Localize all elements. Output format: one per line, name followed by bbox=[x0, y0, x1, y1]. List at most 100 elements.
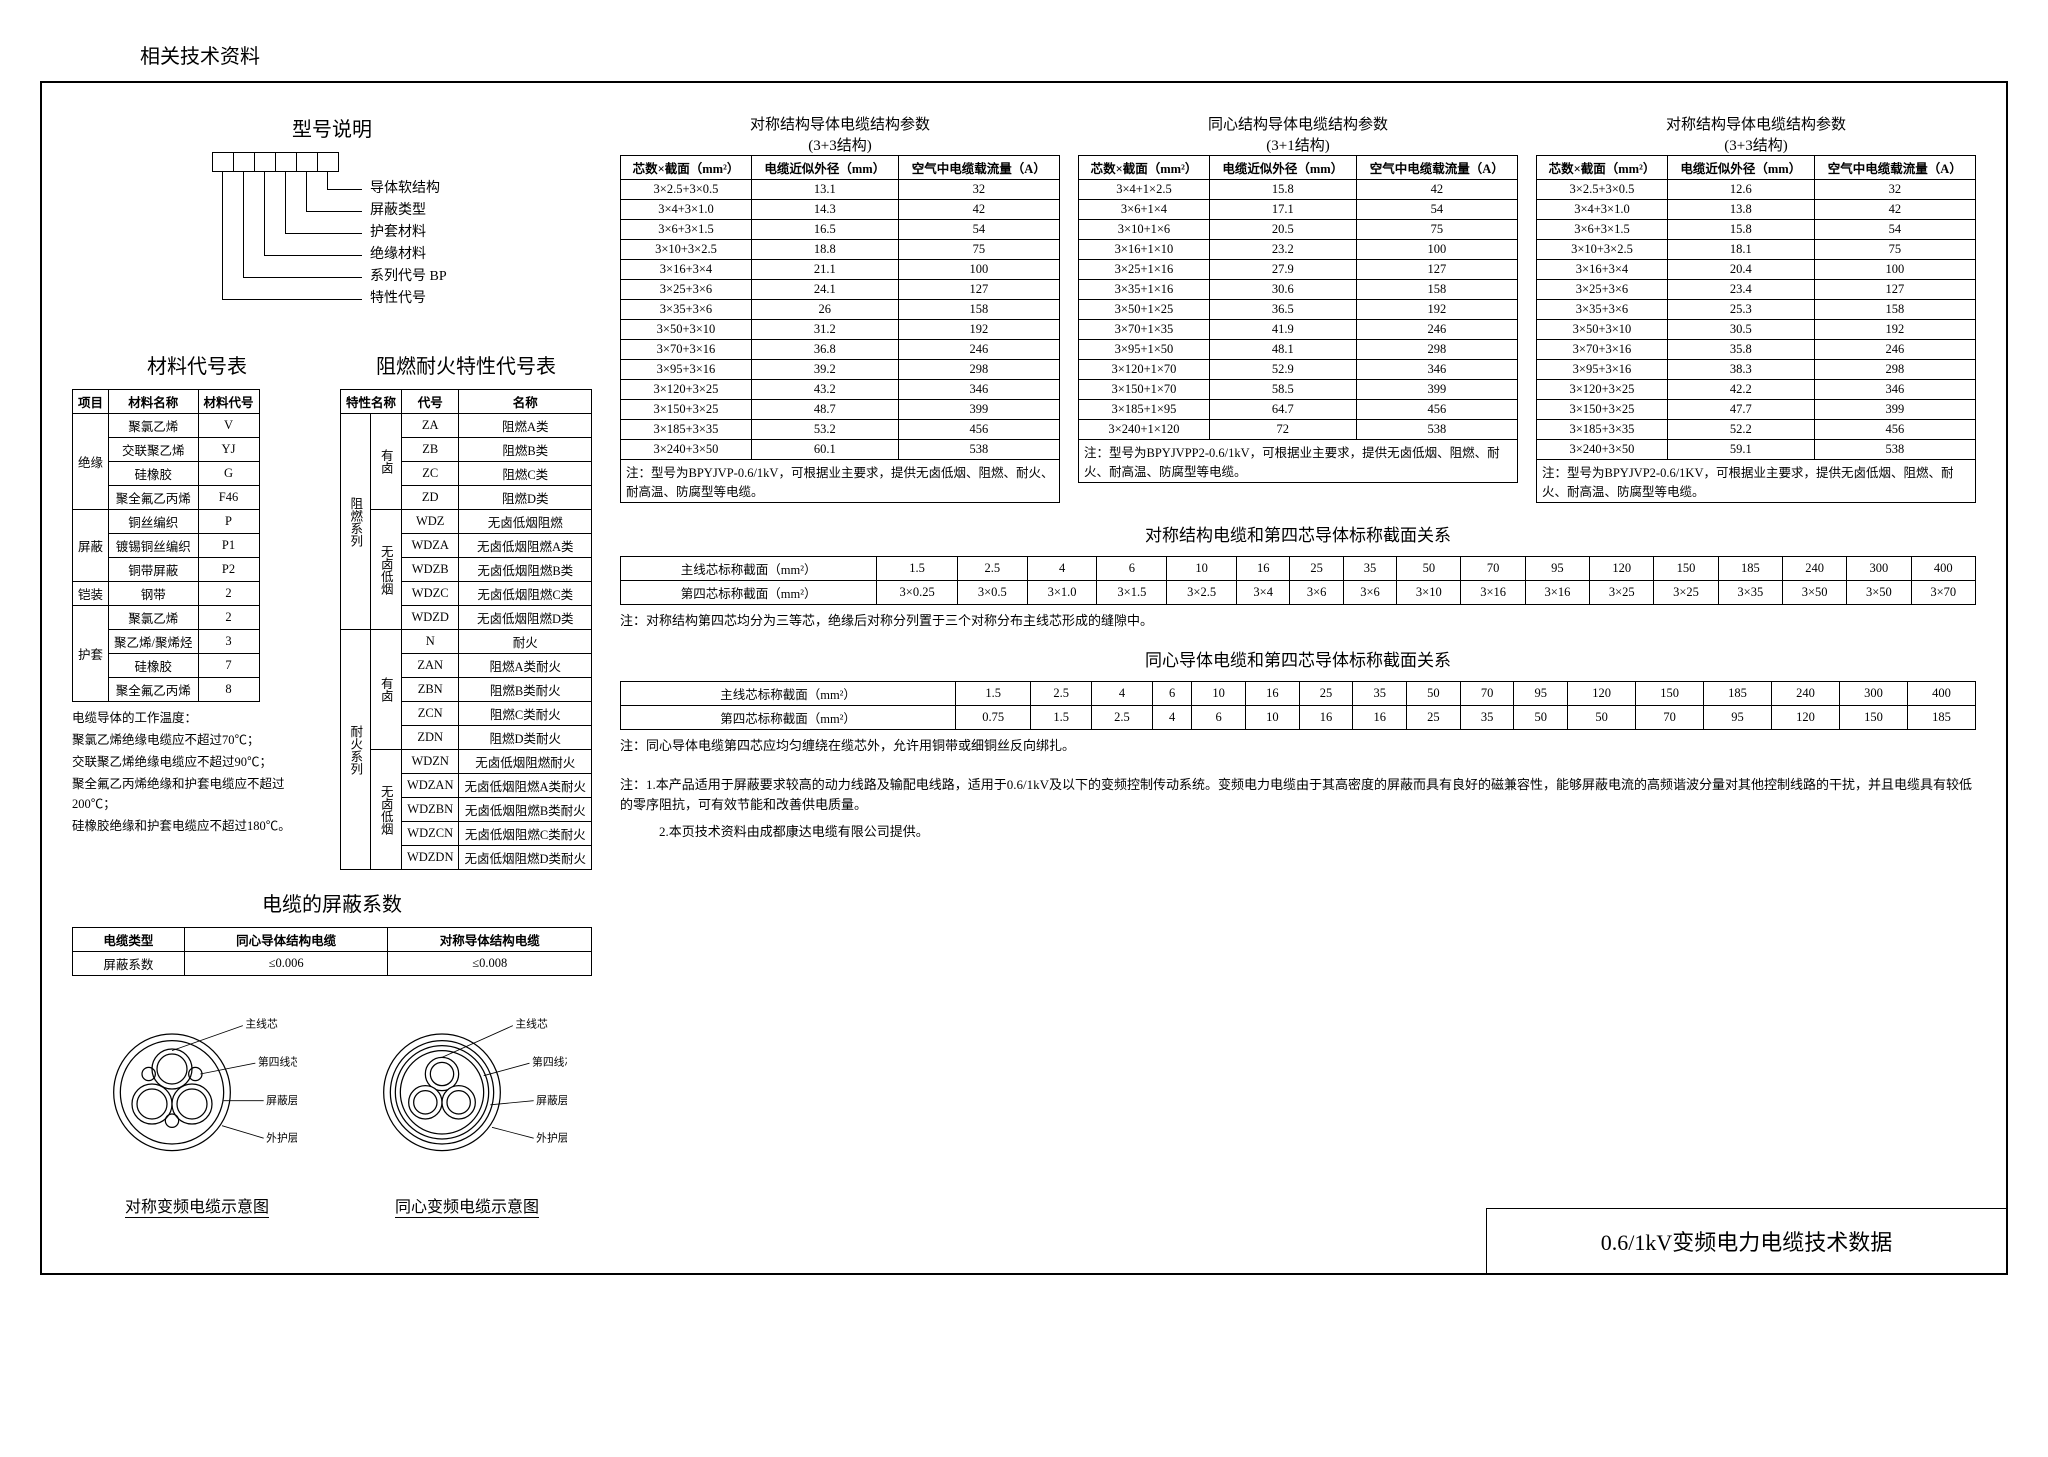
td: 52.9 bbox=[1209, 360, 1356, 380]
model-box bbox=[296, 152, 318, 172]
td: 3×10+1×6 bbox=[1079, 220, 1210, 240]
td: 3×35+3×6 bbox=[1537, 300, 1668, 320]
svg-text:主线芯: 主线芯 bbox=[245, 1016, 278, 1030]
td: 阻燃B类 bbox=[459, 438, 592, 462]
td: 240 bbox=[1772, 681, 1840, 705]
td: 26 bbox=[751, 300, 898, 320]
td: 3×70+3×16 bbox=[621, 340, 752, 360]
td: 400 bbox=[1911, 557, 1975, 581]
td: P2 bbox=[198, 558, 259, 582]
struct-table-2: 同心结构导体电缆结构参数 (3+1结构) 芯数×截面（mm²）电缆近似外径（mm… bbox=[1078, 113, 1518, 483]
td: 240 bbox=[1782, 557, 1846, 581]
td: 0.75 bbox=[956, 705, 1031, 729]
model-label: 导体软结构 bbox=[370, 177, 440, 197]
td: V bbox=[198, 414, 259, 438]
td: 7 bbox=[198, 654, 259, 678]
td: 185 bbox=[1704, 681, 1772, 705]
td: 192 bbox=[1356, 300, 1517, 320]
td: 48.1 bbox=[1209, 340, 1356, 360]
td: 127 bbox=[898, 280, 1059, 300]
td: 50 bbox=[1568, 705, 1636, 729]
outer-cell: 耐火系列 bbox=[340, 630, 371, 870]
td: 158 bbox=[898, 300, 1059, 320]
td: 8 bbox=[198, 678, 259, 702]
td: 3×10+3×2.5 bbox=[621, 240, 752, 260]
td: 3×70 bbox=[1911, 581, 1975, 605]
td: 20.5 bbox=[1209, 220, 1356, 240]
td: 3×25+3×6 bbox=[621, 280, 752, 300]
td: 100 bbox=[1814, 260, 1975, 280]
td: 1.5 bbox=[877, 557, 958, 581]
th: 空气中电缆载流量（A） bbox=[1356, 156, 1517, 180]
td: 158 bbox=[1356, 280, 1517, 300]
td: 3×150+1×70 bbox=[1079, 380, 1210, 400]
td: 41.9 bbox=[1209, 320, 1356, 340]
shield-title: 电缆的屏蔽系数 bbox=[72, 888, 592, 917]
td: 20.4 bbox=[1667, 260, 1814, 280]
model-box bbox=[212, 152, 234, 172]
model-label: 护套材料 bbox=[370, 221, 426, 241]
td: 70 bbox=[1636, 705, 1704, 729]
td: WDZ bbox=[401, 510, 459, 534]
material-note: 聚氯乙烯绝缘电缆应不超过70℃； bbox=[72, 730, 322, 750]
th: 空气中电缆载流量（A） bbox=[1814, 156, 1975, 180]
td: 25 bbox=[1299, 681, 1353, 705]
td: YJ bbox=[198, 438, 259, 462]
td: 50 bbox=[1407, 681, 1461, 705]
td: 16 bbox=[1299, 705, 1353, 729]
td: 52.2 bbox=[1667, 420, 1814, 440]
td: 3×4+3×1.0 bbox=[621, 200, 752, 220]
td: 100 bbox=[898, 260, 1059, 280]
svg-text:外护层: 外护层 bbox=[536, 1131, 567, 1145]
material-title: 材料代号表 bbox=[72, 350, 322, 379]
td: 538 bbox=[898, 440, 1059, 460]
mid-cell: 有卤 bbox=[371, 414, 402, 510]
td: 3×150+3×25 bbox=[1537, 400, 1668, 420]
td: 3×6+3×1.5 bbox=[1537, 220, 1668, 240]
td: 58.5 bbox=[1209, 380, 1356, 400]
struct-table-3: 对称结构导体电缆结构参数 (3+3结构) 芯数×截面（mm²）电缆近似外径（mm… bbox=[1536, 113, 1976, 503]
td: 18.1 bbox=[1667, 240, 1814, 260]
td: 120 bbox=[1568, 681, 1636, 705]
td: 聚全氟乙丙烯 bbox=[109, 678, 198, 702]
td: 298 bbox=[1356, 340, 1517, 360]
td: 120 bbox=[1590, 557, 1654, 581]
td: 75 bbox=[1356, 220, 1517, 240]
td: 6 bbox=[1097, 557, 1167, 581]
td: 54 bbox=[898, 220, 1059, 240]
td: 53.2 bbox=[751, 420, 898, 440]
td: WDZAN bbox=[401, 774, 459, 798]
td: 246 bbox=[1814, 340, 1975, 360]
td: 10 bbox=[1192, 681, 1246, 705]
td: 95 bbox=[1514, 681, 1568, 705]
cable-diagram-sym: 主线芯 第四线芯 屏蔽层 外护层 对称变频电缆示意图 bbox=[72, 984, 322, 1218]
td: 192 bbox=[1814, 320, 1975, 340]
td: 246 bbox=[1356, 320, 1517, 340]
td: 12.6 bbox=[1667, 180, 1814, 200]
td: 70 bbox=[1460, 681, 1514, 705]
td: 聚氯乙烯 bbox=[109, 606, 198, 630]
td: 无卤低烟阻燃C类 bbox=[459, 582, 592, 606]
caption: 对称变频电缆示意图 bbox=[125, 1193, 269, 1218]
td: 24.1 bbox=[751, 280, 898, 300]
row-label: 第四芯标称截面（mm²） bbox=[621, 705, 956, 729]
td: 无卤低烟阻燃 bbox=[459, 510, 592, 534]
td: 无卤低烟阻燃A类 bbox=[459, 534, 592, 558]
td: 50 bbox=[1397, 557, 1461, 581]
th: 芯数×截面（mm²） bbox=[1537, 156, 1668, 180]
td: 16 bbox=[1246, 681, 1300, 705]
th: 空气中电缆载流量（A） bbox=[898, 156, 1059, 180]
th: 同心导体结构电缆 bbox=[184, 928, 388, 952]
td: 3×50+3×10 bbox=[1537, 320, 1668, 340]
td: 3×6 bbox=[1343, 581, 1396, 605]
th: 电缆近似外径（mm） bbox=[1209, 156, 1356, 180]
td: 75 bbox=[1814, 240, 1975, 260]
td: 25.3 bbox=[1667, 300, 1814, 320]
td: 3×6 bbox=[1290, 581, 1343, 605]
td: G bbox=[198, 462, 259, 486]
td: 127 bbox=[1814, 280, 1975, 300]
td: 3×50+1×25 bbox=[1079, 300, 1210, 320]
model-box bbox=[233, 152, 255, 172]
td: 42 bbox=[1814, 200, 1975, 220]
td: 无卤低烟阻燃耐火 bbox=[459, 750, 592, 774]
